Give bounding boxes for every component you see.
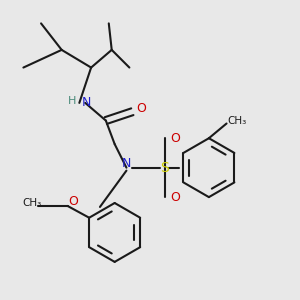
Text: O: O <box>170 190 180 204</box>
Text: S: S <box>160 161 169 175</box>
Text: CH₃: CH₃ <box>22 198 42 208</box>
Text: CH₃: CH₃ <box>227 116 247 126</box>
Text: O: O <box>136 102 146 115</box>
Text: O: O <box>68 195 78 208</box>
Text: O: O <box>170 132 180 145</box>
Text: N: N <box>122 157 131 170</box>
Text: H: H <box>68 96 76 106</box>
Text: N: N <box>82 96 92 110</box>
